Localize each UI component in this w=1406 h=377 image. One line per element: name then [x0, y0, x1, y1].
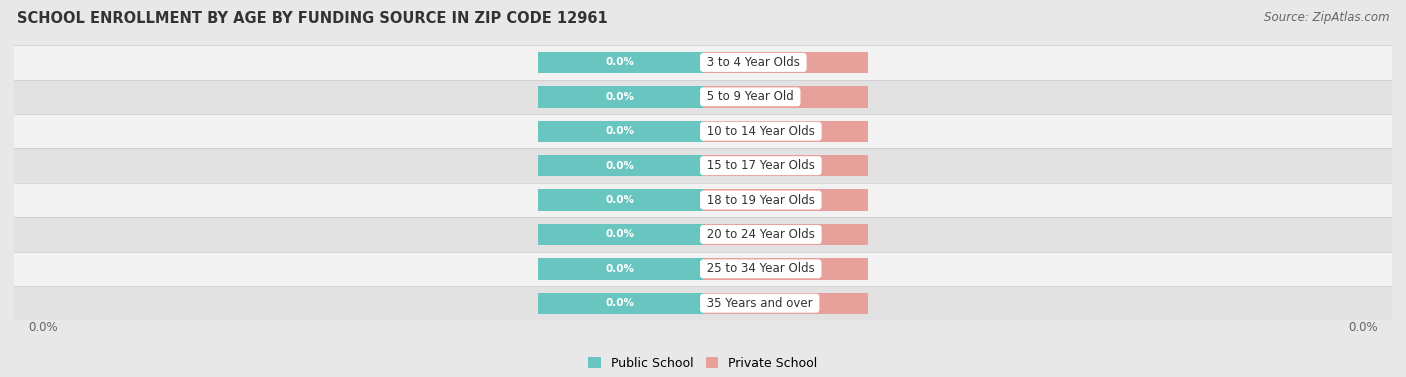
Bar: [703, 52, 869, 73]
Bar: [14, 149, 1392, 183]
Bar: [14, 45, 1392, 80]
Text: 35 Years and over: 35 Years and over: [703, 297, 817, 310]
Text: 0.0%: 0.0%: [606, 92, 636, 102]
Bar: [14, 217, 1392, 252]
Bar: [703, 293, 869, 314]
Text: 0.0%: 0.0%: [606, 126, 636, 136]
Text: 0.0%: 0.0%: [606, 298, 636, 308]
Text: 25 to 34 Year Olds: 25 to 34 Year Olds: [703, 262, 818, 275]
Bar: [703, 121, 869, 142]
Text: 0.0%: 0.0%: [28, 321, 58, 334]
Bar: [703, 155, 869, 176]
Bar: [703, 224, 869, 245]
Text: 0.0%: 0.0%: [606, 195, 636, 205]
Text: 0.0%: 0.0%: [770, 195, 800, 205]
Text: 20 to 24 Year Olds: 20 to 24 Year Olds: [703, 228, 818, 241]
Text: 0.0%: 0.0%: [1348, 321, 1378, 334]
Bar: [703, 189, 869, 211]
Text: 0.0%: 0.0%: [770, 126, 800, 136]
Bar: [703, 258, 869, 279]
Text: 10 to 14 Year Olds: 10 to 14 Year Olds: [703, 125, 818, 138]
Text: 0.0%: 0.0%: [770, 161, 800, 171]
Text: 0.0%: 0.0%: [770, 230, 800, 239]
Bar: [14, 114, 1392, 149]
Text: 3 to 4 Year Olds: 3 to 4 Year Olds: [703, 56, 804, 69]
Text: 0.0%: 0.0%: [770, 57, 800, 67]
Bar: [14, 252, 1392, 286]
Bar: [703, 86, 869, 107]
Bar: [537, 258, 703, 279]
Text: Source: ZipAtlas.com: Source: ZipAtlas.com: [1264, 11, 1389, 24]
Legend: Public School, Private School: Public School, Private School: [583, 352, 823, 375]
Bar: [537, 189, 703, 211]
Text: 0.0%: 0.0%: [770, 298, 800, 308]
Text: 18 to 19 Year Olds: 18 to 19 Year Olds: [703, 193, 818, 207]
Bar: [14, 286, 1392, 320]
Text: 0.0%: 0.0%: [770, 264, 800, 274]
Text: 5 to 9 Year Old: 5 to 9 Year Old: [703, 90, 797, 103]
Text: 0.0%: 0.0%: [606, 57, 636, 67]
Text: SCHOOL ENROLLMENT BY AGE BY FUNDING SOURCE IN ZIP CODE 12961: SCHOOL ENROLLMENT BY AGE BY FUNDING SOUR…: [17, 11, 607, 26]
Bar: [537, 224, 703, 245]
Text: 15 to 17 Year Olds: 15 to 17 Year Olds: [703, 159, 818, 172]
Text: 0.0%: 0.0%: [606, 264, 636, 274]
Bar: [537, 293, 703, 314]
Bar: [14, 80, 1392, 114]
Bar: [537, 52, 703, 73]
Text: 0.0%: 0.0%: [606, 230, 636, 239]
Text: 0.0%: 0.0%: [606, 161, 636, 171]
Bar: [14, 183, 1392, 217]
Text: 0.0%: 0.0%: [770, 92, 800, 102]
Bar: [537, 86, 703, 107]
Bar: [537, 155, 703, 176]
Bar: [537, 121, 703, 142]
